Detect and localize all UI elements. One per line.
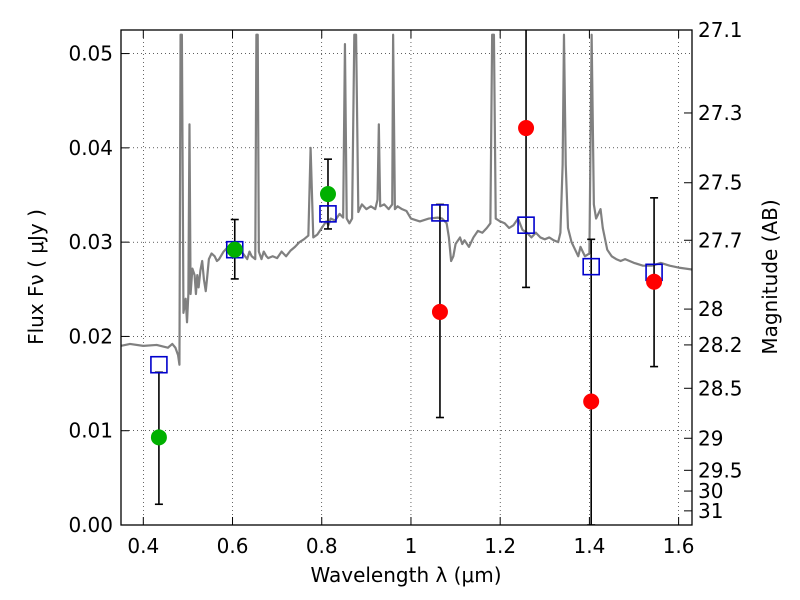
model-flux-square (582, 257, 600, 276)
template-spectrum-line (121, 33, 692, 366)
y-axis-right-title: Magnitude (AB) (758, 199, 782, 354)
model-photometry (150, 204, 663, 374)
x-tick-label: 1.6 (663, 534, 695, 558)
magnitude-tick-label: 28.5 (698, 376, 743, 400)
model-flux-square (319, 205, 337, 223)
y-tick-label: 0.02 (68, 324, 113, 348)
model-flux-square (431, 204, 449, 222)
magnitude-tick-label: 28.2 (698, 333, 743, 357)
y-axis-left: 0.00 0.01 0.02 0.03 0.04 0.05 (68, 42, 129, 537)
x-axis: 0.4 0.6 0.8 1 1.2 1.4 1.6 (127, 30, 695, 558)
y-tick-label: 0.05 (68, 42, 113, 66)
observed-flux-point (431, 303, 448, 320)
model-flux-square (150, 355, 168, 374)
magnitude-tick-label: 29 (698, 426, 723, 450)
observed-flux-point (150, 429, 167, 446)
grid (121, 30, 692, 526)
model-flux-square (517, 216, 535, 234)
y-tick-label: 0.03 (68, 230, 113, 254)
magnitude-tick-label: 29.5 (698, 458, 743, 482)
x-tick-label: 1 (405, 534, 418, 558)
y-tick-label: 0.04 (68, 136, 113, 160)
y-tick-label: 0.01 (68, 419, 113, 443)
observed-flux-point (319, 186, 336, 203)
magnitude-tick-label: 27.5 (698, 171, 743, 195)
magnitude-tick-label: 28 (698, 297, 723, 321)
plot-frame (120, 29, 693, 526)
magnitude-tick-label: 27.1 (698, 18, 743, 42)
observed-flux-point (583, 393, 600, 410)
observed-photometry (150, 120, 663, 446)
x-tick-label: 0.4 (127, 534, 159, 558)
x-tick-label: 0.6 (217, 534, 249, 558)
y-tick-label: 0.00 (68, 513, 113, 537)
observed-flux-point (518, 120, 535, 137)
y-axis-title: Flux Fν ( μJy ) (24, 209, 48, 345)
magnitude-tick-label: 31 (698, 499, 723, 523)
observed-flux-point (646, 273, 663, 290)
magnitude-tick-label: 30 (698, 479, 723, 503)
observed-flux-point (226, 241, 243, 258)
x-tick-label: 1.2 (484, 534, 516, 558)
x-tick-label: 0.8 (306, 534, 338, 558)
magnitude-tick-label: 27.7 (698, 228, 743, 252)
x-tick-label: 1.4 (573, 534, 605, 558)
template-spectrum (121, 33, 692, 366)
magnitude-tick-label: 27.3 (698, 101, 743, 125)
x-axis-title: Wavelength λ (μm) (310, 563, 501, 587)
